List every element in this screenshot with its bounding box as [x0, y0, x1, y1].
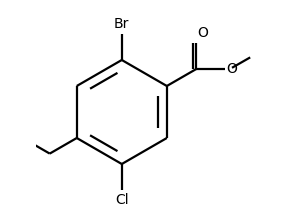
Text: O: O [226, 62, 237, 76]
Text: Cl: Cl [115, 193, 129, 207]
Text: O: O [197, 26, 208, 41]
Text: Br: Br [114, 17, 129, 31]
